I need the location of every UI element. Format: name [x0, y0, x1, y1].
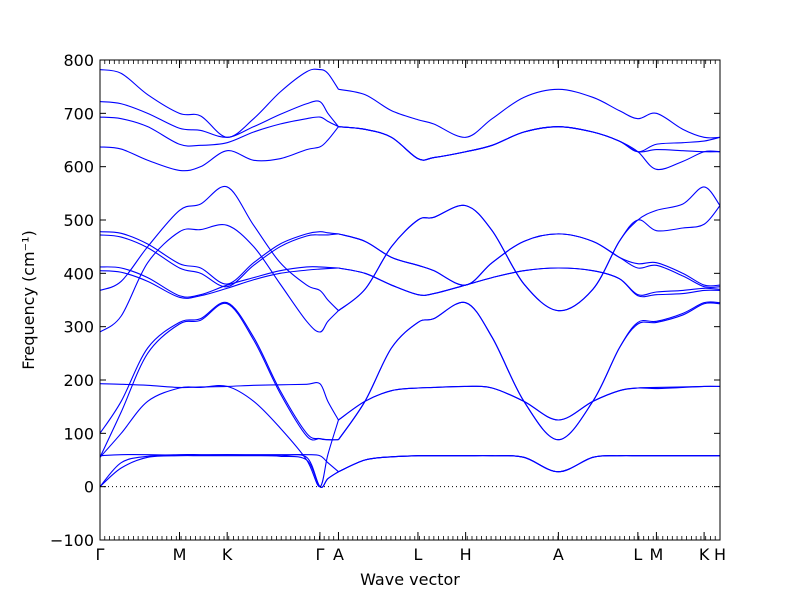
band-7-segment-1: [100, 266, 339, 298]
band-14-segment-1: [100, 385, 339, 488]
band-17-segment-1: [100, 454, 339, 473]
y-tick-label-400: 400: [63, 264, 94, 283]
y-tick-label-200: 200: [63, 371, 94, 390]
band-4-segment-2: [338, 126, 720, 171]
band-3-segment-1: [100, 116, 339, 147]
y-tick-label-0: 0: [84, 478, 94, 497]
band-12-segment-1: [100, 302, 339, 458]
band-1-segment-1: [100, 68, 339, 138]
x-axis-label: Wave vector: [360, 570, 460, 589]
x-tick-label-11: K: [699, 545, 710, 564]
band-6-segment-2: [338, 233, 720, 288]
y-tick-label-800: 800: [63, 51, 94, 70]
x-tick-label-12: H: [714, 545, 726, 564]
band-5-segment-1: [100, 231, 339, 285]
band-12-segment-2: [338, 301, 720, 441]
y-tick-label-600: 600: [63, 158, 94, 177]
x-tick-label-9: L: [633, 545, 642, 564]
y-tick-label-700: 700: [63, 104, 94, 123]
y-axis-label: Frequency (cm⁻¹): [19, 230, 38, 369]
band-10-segment-1: [100, 224, 339, 333]
band-17-segment-2: [338, 455, 720, 473]
band-13-segment-1: [100, 382, 339, 421]
x-tick-label-2: M: [173, 545, 187, 564]
band-8-segment-1: [100, 267, 339, 299]
y-tick-label-500: 500: [63, 211, 94, 230]
x-tick-label-3: K: [222, 545, 233, 564]
x-tick-label-6: L: [413, 545, 422, 564]
band-8-segment-2: [338, 267, 720, 298]
y-tick-label-100: 100: [63, 424, 94, 443]
band-9-segment-1: [100, 185, 339, 312]
ticks-layer: [99, 59, 721, 541]
band-4-segment-1: [100, 126, 339, 172]
y-tick-label--100: −100: [50, 531, 94, 550]
band-1-segment-2: [338, 88, 720, 139]
x-tick-label-8: A: [553, 545, 564, 564]
band-14-segment-2: [338, 385, 720, 421]
y-tick-label-300: 300: [63, 318, 94, 337]
bands-layer: [100, 68, 720, 488]
band-6-segment-1: [100, 233, 339, 288]
plot-frame: [99, 59, 721, 541]
band-10-segment-2: [338, 204, 720, 312]
x-tick-label-4: Γ: [315, 545, 324, 564]
x-tick-label-5: A: [333, 545, 344, 564]
x-tick-label-7: H: [460, 545, 472, 564]
x-tick-label-10: M: [650, 545, 664, 564]
band-2-segment-1: [100, 100, 339, 138]
x-tick-label-1: Γ: [96, 545, 105, 564]
